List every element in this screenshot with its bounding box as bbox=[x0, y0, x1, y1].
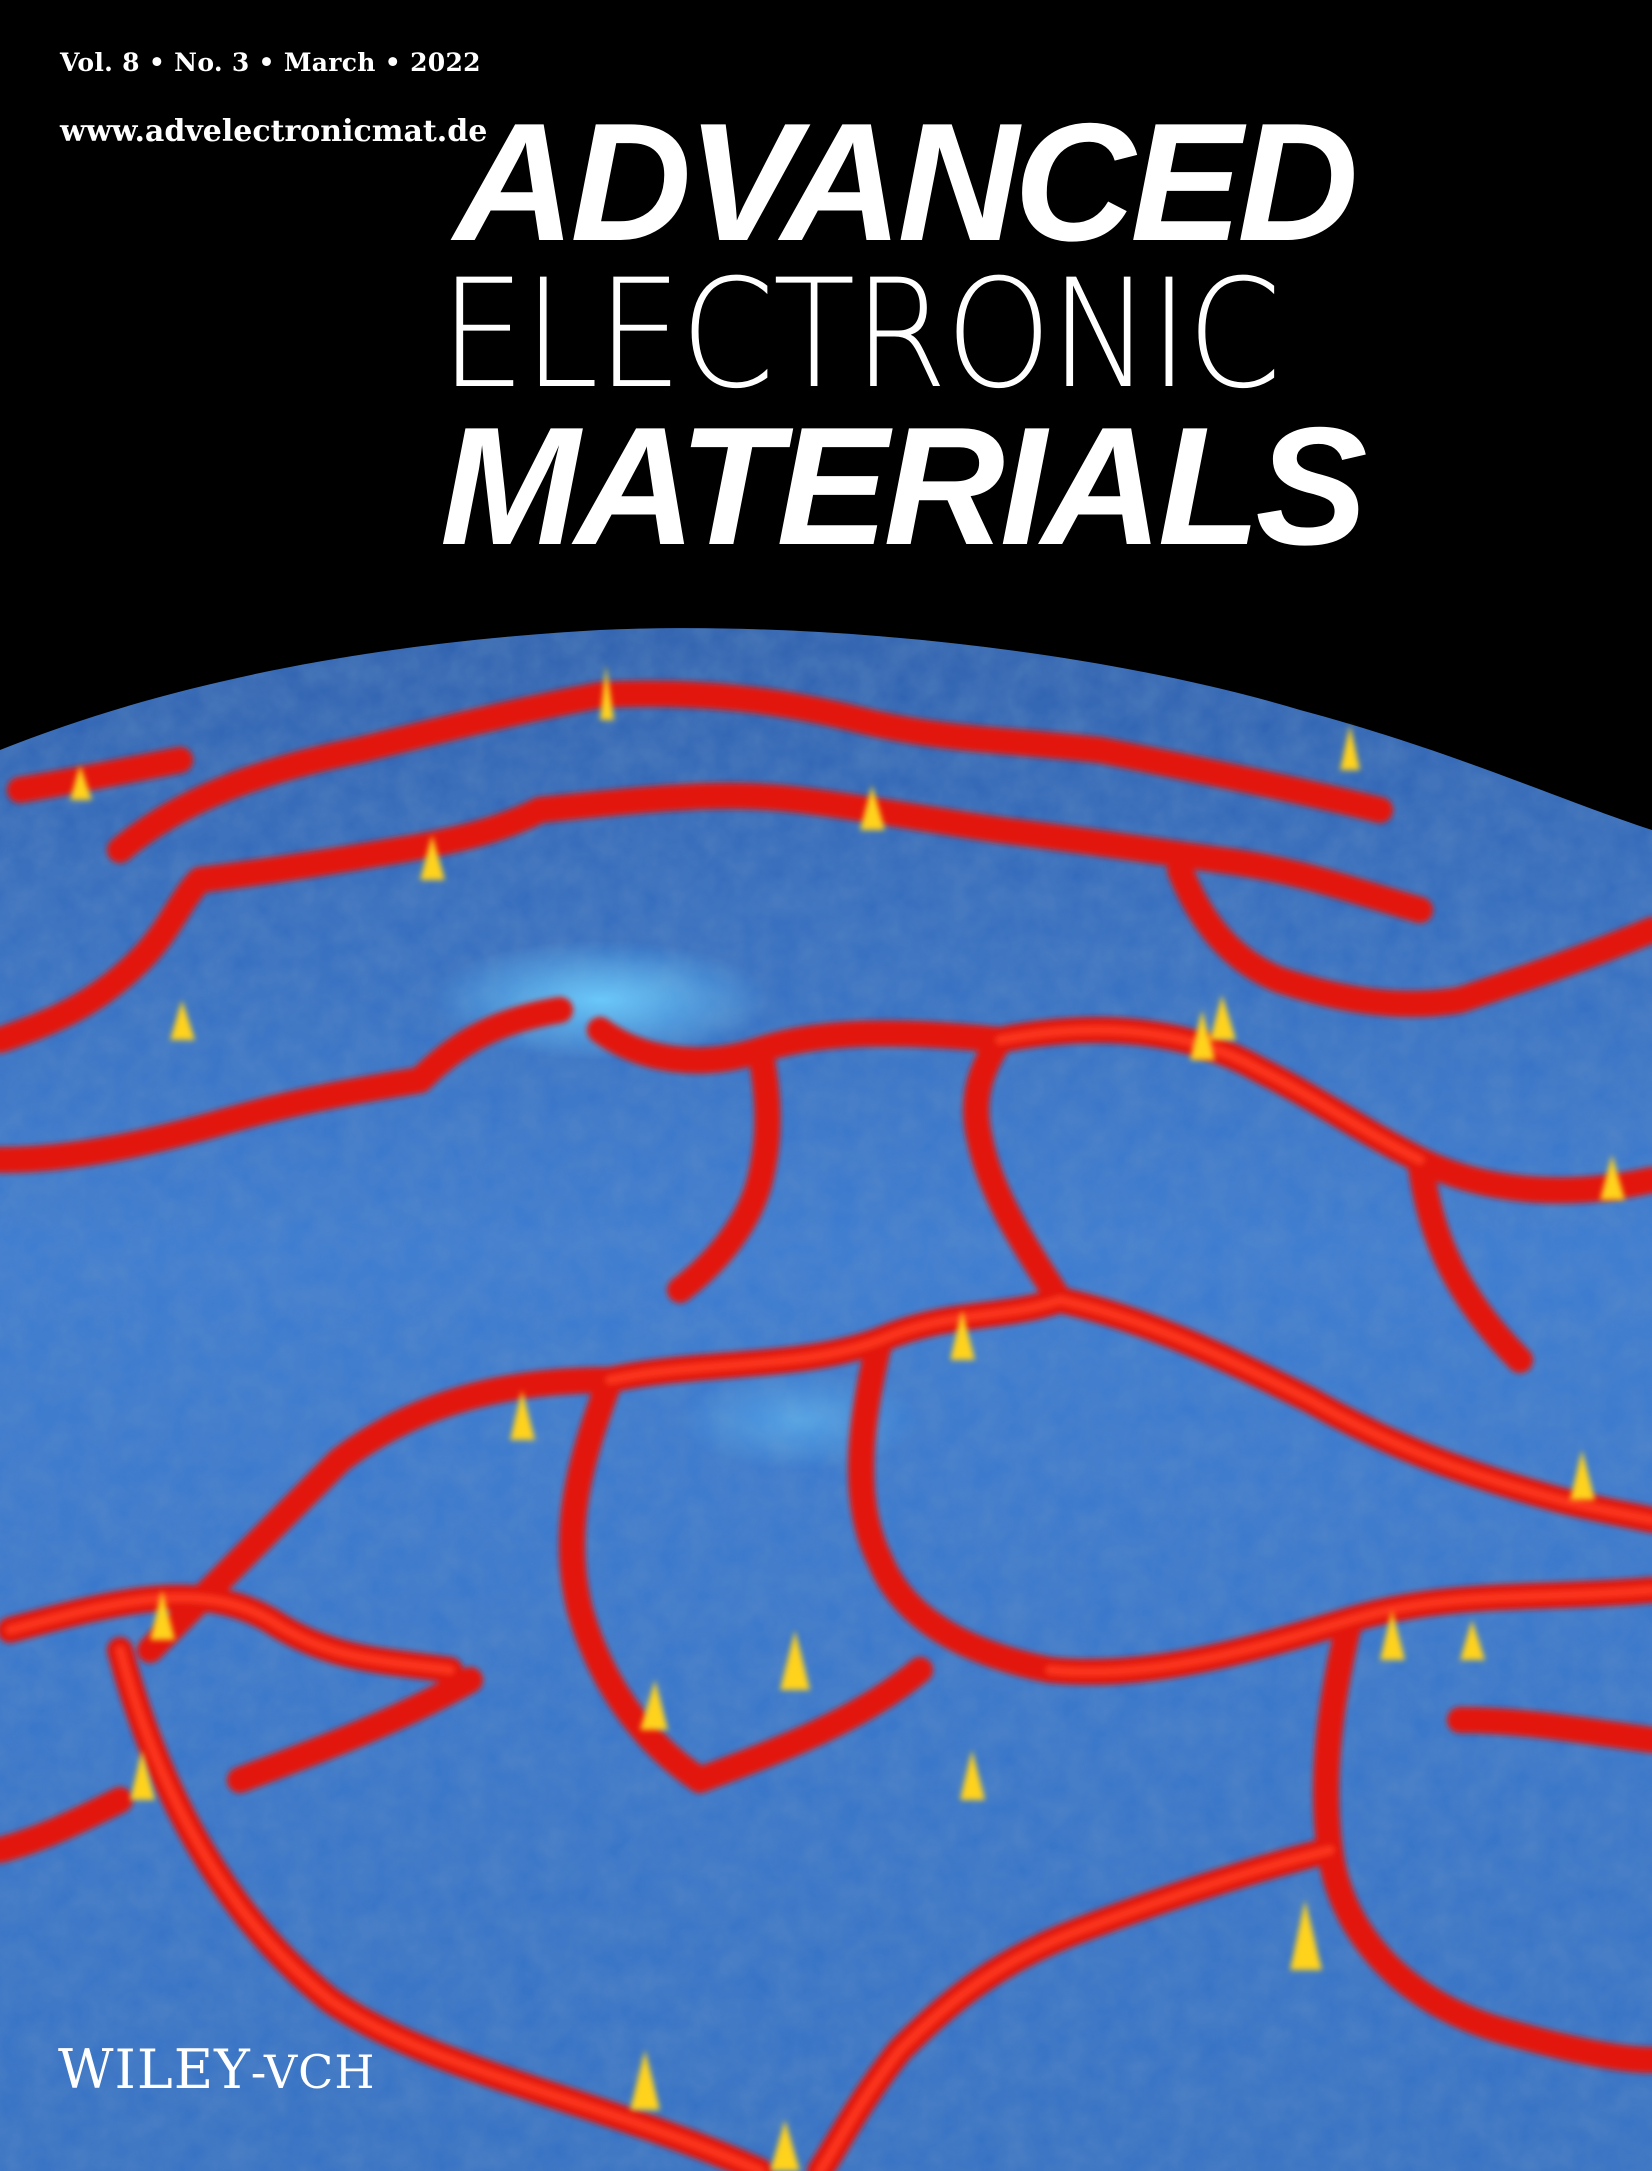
publisher-name: WILEY bbox=[58, 2038, 251, 2101]
journal-masthead: ADVANCED ELECTRONIC MATERIALS bbox=[440, 98, 1560, 570]
publisher-suffix: -VCH bbox=[250, 2045, 376, 2099]
masthead-advanced: ADVANCED bbox=[454, 88, 1359, 276]
surface-glow-2 bbox=[680, 1370, 920, 1470]
publisher-logo: WILEY-VCH bbox=[58, 2038, 376, 2101]
journal-website: www.advelectronicmat.de bbox=[60, 114, 488, 149]
cover-artwork-surface bbox=[0, 628, 1652, 2171]
masthead-electronic: ELECTRONIC bbox=[440, 248, 1281, 422]
peak-highlights bbox=[70, 665, 1625, 2171]
issue-info: Vol. 8 • No. 3 • March • 2022 bbox=[60, 48, 481, 77]
masthead-materials: MATERIALS bbox=[440, 392, 1367, 580]
ridge-crest bbox=[5, 1025, 1652, 2171]
